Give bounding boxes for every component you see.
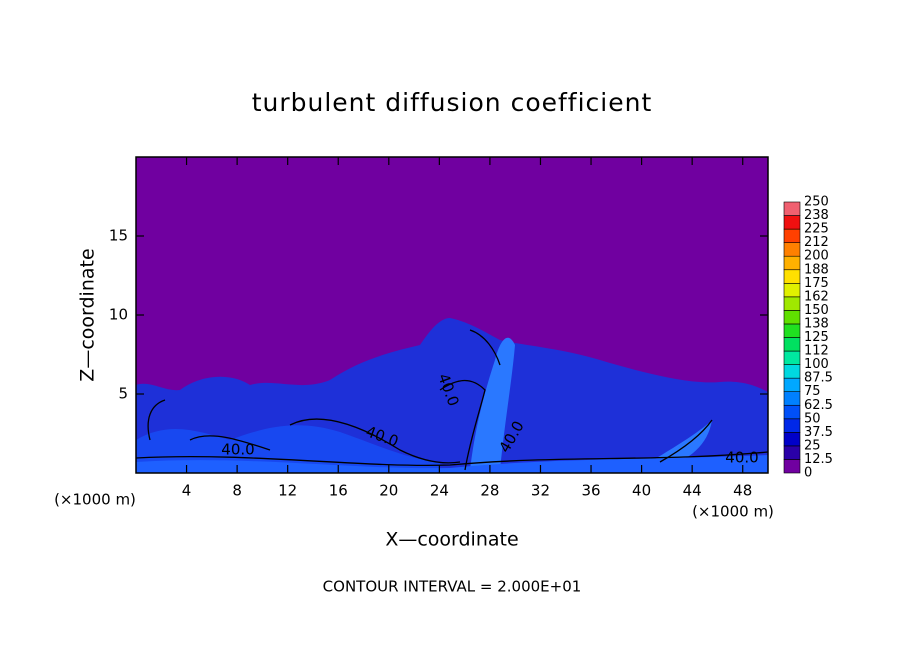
x-tick-label: 44 [683,482,702,500]
colorbar-bin [783,310,801,325]
colorbar-label: 200 [804,249,829,264]
colorbar-label: 250 [804,195,829,210]
x-unit: (×1000 m) [692,503,774,521]
contour-line [147,399,166,441]
field [135,157,769,473]
colorbar-bin [783,459,801,474]
x-axis-label: X—coordinate [385,529,518,551]
colorbar-label: 112 [804,344,829,359]
x-tick-label: 24 [430,482,449,500]
colorbar-label: 12.5 [804,452,833,467]
colorbar-bin [783,337,801,352]
y-unit: (×1000 m) [54,491,136,509]
colorbar-label: 150 [804,303,829,318]
colorbar-label: 188 [804,262,829,277]
y-tick-label: 5 [118,385,128,403]
x-tick-label: 36 [581,482,600,500]
field-region [136,455,768,473]
y-tick-label: 10 [109,306,128,324]
colorbar-bin [783,350,801,365]
colorbar-bin [783,445,801,460]
colorbar-label: 138 [804,316,829,331]
contour-label: 40.0 [221,441,254,459]
field-region [470,337,515,470]
colorbar-label: 225 [804,222,829,237]
colorbar-label: 175 [804,276,829,291]
x-tick-label: 28 [480,482,499,500]
x-tick-label: 12 [278,482,297,500]
x-tick-label: 16 [329,482,348,500]
colorbar-bin [783,242,801,257]
colorbar-bin [783,323,801,338]
colorbar-bin [783,364,801,379]
chart-title: turbulent diffusion coefficient [252,88,653,117]
contour-line [289,418,461,464]
colorbar-label: 238 [804,208,829,223]
colorbar-label: 212 [804,235,829,250]
contour-line [439,379,486,471]
colorbar-bin [783,255,801,271]
y-axis-label: Z—coordinate [77,248,99,381]
x-tick-label: 40 [632,482,651,500]
colorbar-label: 100 [804,357,829,372]
colorbar-bin [783,418,801,433]
contour-line [469,329,501,366]
colorbar-label: 87.5 [804,371,833,386]
colorbar-bin [783,228,801,243]
y-tick-label: 15 [109,227,128,245]
colorbar-bin [783,296,801,311]
colorbar-bin [783,269,801,284]
x-tick-label: 32 [531,482,550,500]
colorbar-label: 125 [804,330,829,345]
x-tick-label: 8 [232,482,242,500]
colorbar-bin [783,282,801,298]
colorbar-label: 50 [804,411,821,426]
colorbar-bin [783,215,801,230]
colorbar-label: 75 [804,384,821,399]
x-tick-label: 48 [733,482,752,500]
colorbar-label: 162 [804,289,829,304]
colorbar-bin [783,391,801,406]
colorbar-bin [783,404,801,420]
colorbar-label: 25 [804,438,821,453]
colorbar-label: 37.5 [804,425,833,440]
colorbar-bin [783,377,801,392]
x-tick-label: 4 [182,482,192,500]
colorbar-bin [783,201,801,216]
contour-label: 40.0 [725,449,758,467]
colorbar-label: 0 [804,466,812,481]
contour-line [135,451,769,467]
colorbar-label: 62.5 [804,398,833,413]
colorbar-bin [783,432,801,447]
footer-note: CONTOUR INTERVAL = 2.000E+01 [323,578,582,596]
contour-line [189,435,271,451]
x-tick-label: 20 [379,482,398,500]
